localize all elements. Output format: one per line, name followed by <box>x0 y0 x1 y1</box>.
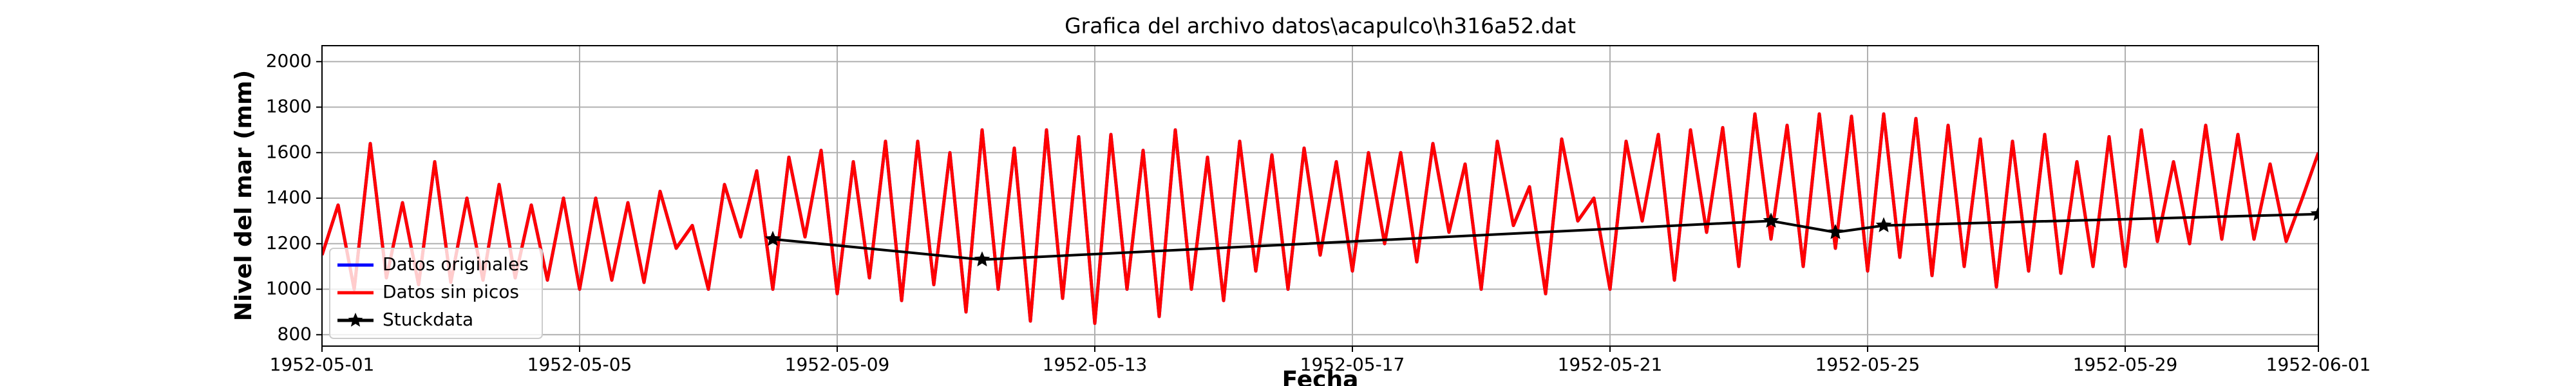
marker <box>2310 205 2318 221</box>
legend-label: Datos originales <box>383 253 529 275</box>
chart-title: Grafica del archivo datos\acapulco\h316a… <box>1065 14 1576 39</box>
x-tick-label: 1952-05-13 <box>1043 354 1148 375</box>
marker <box>1875 217 1892 232</box>
y-tick-label: 1200 <box>266 232 312 253</box>
marker <box>974 251 990 267</box>
x-tick-label: 1952-05-09 <box>785 354 890 375</box>
y-tick-label: 2000 <box>266 50 312 71</box>
y-tick-label: 1400 <box>266 187 312 208</box>
x-tick-label: 1952-05-29 <box>2073 354 2178 375</box>
legend-label: Datos sin picos <box>383 281 519 302</box>
series-line <box>322 112 2318 326</box>
marker <box>1827 224 1844 239</box>
x-tick-label: 1952-06-01 <box>2266 354 2371 375</box>
y-tick-label: 1000 <box>266 278 312 299</box>
y-tick-label: 1600 <box>266 141 312 162</box>
x-tick-label: 1952-05-05 <box>527 354 632 375</box>
series-line <box>772 212 2318 261</box>
marker <box>764 230 781 246</box>
plot-area <box>322 112 2318 326</box>
x-tick-label: 1952-05-17 <box>1300 354 1405 375</box>
legend-label: Stuckdata <box>383 309 473 330</box>
x-tick-label: 1952-05-01 <box>270 354 375 375</box>
marker <box>1763 212 1779 228</box>
legend-box <box>329 248 543 339</box>
legend-marker <box>348 313 363 327</box>
y-axis-label: Nivel del mar (mm) <box>231 70 257 321</box>
series-line <box>322 112 2318 326</box>
y-tick-label: 800 <box>278 323 312 344</box>
x-tick-label: 1952-05-21 <box>1558 354 1663 375</box>
y-tick-label: 1800 <box>266 96 312 117</box>
plot-frame <box>321 45 2319 347</box>
x-tick-label: 1952-05-25 <box>1815 354 1920 375</box>
x-axis-label: Fecha <box>1282 367 1359 386</box>
